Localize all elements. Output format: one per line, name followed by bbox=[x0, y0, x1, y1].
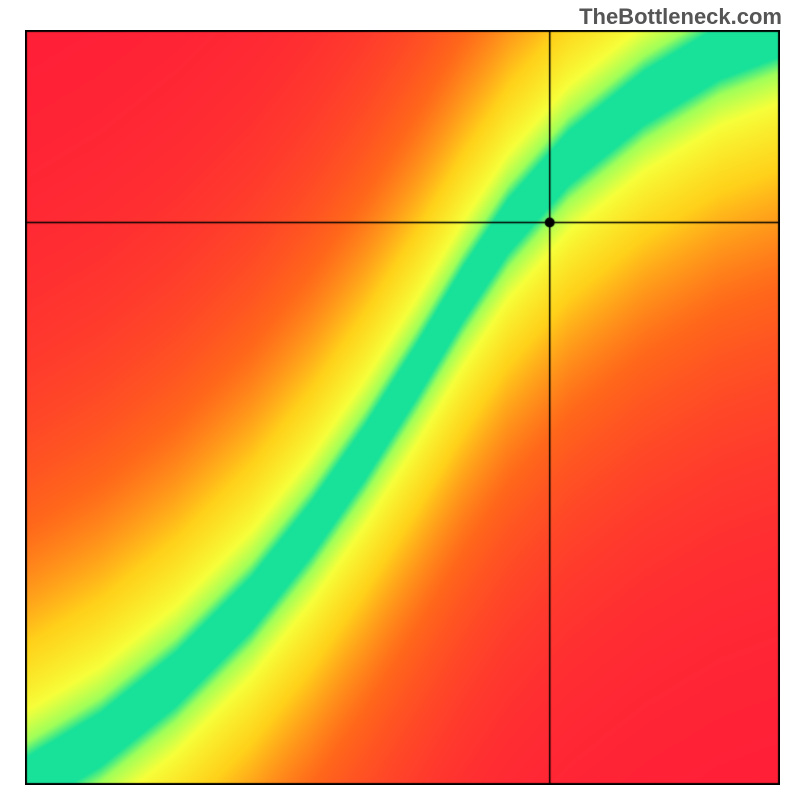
watermark-text: TheBottleneck.com bbox=[579, 4, 782, 30]
bottleneck-heatmap bbox=[25, 30, 780, 785]
